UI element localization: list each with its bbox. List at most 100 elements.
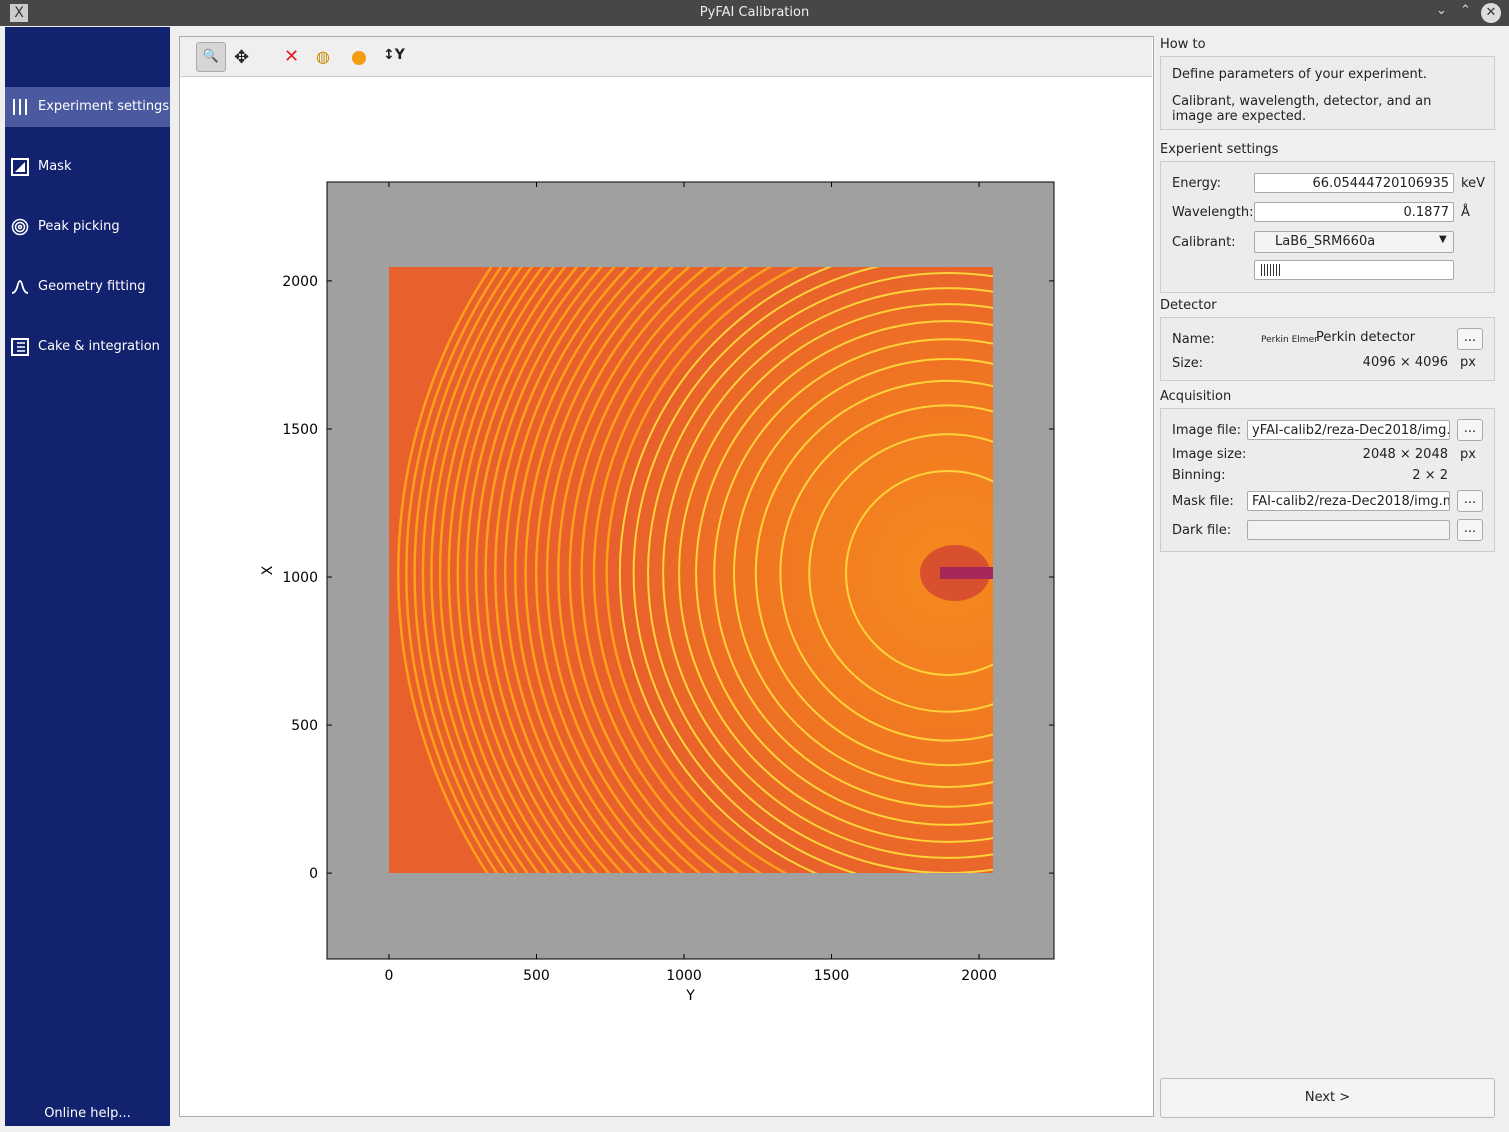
window-title: PyFAI Calibration	[699, 5, 810, 20]
colormap-tool[interactable]: ◍	[316, 47, 330, 66]
ring	[494, 267, 617, 873]
browse-button[interactable]: ...	[1457, 328, 1483, 350]
x-tick-label: 500	[523, 968, 550, 984]
nav-label: Mask	[38, 159, 72, 174]
x-tick-label: 2000	[961, 968, 997, 984]
ring	[713, 338, 993, 808]
wavelength-input[interactable]: 0.1877	[1254, 202, 1454, 222]
dropdown-arrow: ▼	[1439, 234, 1447, 245]
y-tick-label: 2000	[282, 274, 318, 290]
ring	[438, 267, 545, 873]
dark-file-input[interactable]	[1247, 520, 1450, 540]
ring	[557, 267, 709, 873]
ring	[580, 267, 749, 873]
minimize-button[interactable]: ⌄	[1436, 3, 1447, 18]
help-link[interactable]: Online help...	[44, 1106, 131, 1121]
ring	[779, 404, 993, 742]
field-label: Wavelength:	[1172, 205, 1254, 220]
toolbar: 🔍 ✥ ✕ ◍ ↕Y	[180, 37, 1152, 77]
sidebar: Experiment settings Mask Peak picking Ge…	[5, 27, 170, 1126]
ring	[845, 470, 993, 676]
ring	[475, 267, 591, 873]
x-tick-label: 1500	[814, 968, 850, 984]
nav-label: Peak picking	[38, 219, 120, 234]
ring	[397, 267, 493, 873]
ring	[662, 287, 993, 859]
pan-tool[interactable]: ✥	[234, 47, 250, 68]
ring	[545, 267, 692, 873]
mask-file-input[interactable]: FAI-calib2/reza-Dec2018/img.msk	[1247, 491, 1450, 511]
field-label: Mask file:	[1172, 494, 1234, 509]
unit: px	[1460, 355, 1476, 370]
ring	[568, 267, 728, 873]
nav-label: Geometry fitting	[38, 279, 146, 294]
ring	[733, 358, 993, 788]
maximize-button[interactable]: ⌃	[1460, 3, 1471, 18]
ring	[647, 272, 993, 873]
group-title: Experient settings	[1160, 142, 1279, 157]
nav-item[interactable]: Peak picking	[5, 207, 170, 247]
browse-button[interactable]: ...	[1457, 419, 1483, 441]
nav-item[interactable]: Geometry fitting	[5, 267, 170, 307]
howto-box: Define parameters of your experiment. Ca…	[1160, 56, 1495, 130]
unit: px	[1460, 447, 1476, 462]
nav-item[interactable]: Experiment settings	[5, 87, 170, 127]
ring	[618, 267, 833, 873]
field-label: Size:	[1172, 356, 1204, 371]
ring	[592, 267, 773, 873]
ring	[405, 267, 503, 873]
image-size: 2048 × 2048	[1362, 447, 1448, 462]
y-tick-label: 500	[291, 718, 318, 734]
nav-label: Cake & integration	[38, 339, 160, 354]
next-button[interactable]: Next >	[1160, 1078, 1495, 1118]
x-axis-label: Y	[685, 988, 695, 1004]
nav-item[interactable]: Mask	[5, 147, 170, 187]
field-label: Energy:	[1172, 176, 1221, 191]
nav-item[interactable]: Cake & integration	[5, 327, 170, 367]
ring	[524, 267, 659, 873]
field-label: Binning:	[1172, 468, 1226, 483]
y-tick-label: 0	[309, 866, 318, 882]
ring	[430, 267, 534, 873]
y-axis-label: X	[260, 565, 276, 575]
ring	[484, 267, 604, 873]
unit: Å	[1461, 205, 1470, 220]
x-tick-label: 1000	[666, 968, 702, 984]
binning: 2 × 2	[1412, 468, 1448, 483]
calibrant-select[interactable]: LaB6_SRM660a	[1254, 231, 1454, 253]
app-icon: X	[10, 4, 28, 22]
ring	[465, 267, 579, 873]
ring	[678, 303, 993, 843]
browse-button[interactable]: ...	[1457, 490, 1483, 512]
image-file-input[interactable]: yFAI-calib2/reza-Dec2018/img.tiff	[1247, 420, 1450, 440]
title-bar: X PyFAI Calibration ✕ ⌄ ⌃	[0, 0, 1509, 26]
group-title: Detector	[1160, 298, 1217, 313]
ring	[421, 267, 523, 873]
x-tick-label: 0	[384, 968, 393, 984]
detector-image	[389, 267, 993, 873]
ring	[695, 320, 993, 826]
close-button[interactable]: ✕	[1481, 3, 1501, 23]
howto-text: Define parameters of your experiment.	[1172, 67, 1427, 82]
field-label: Dark file:	[1172, 523, 1232, 538]
detector-box: Name: Perkin Elmer Perkin detector ... S…	[1160, 317, 1495, 381]
zoom-tool[interactable]: 🔍	[196, 42, 226, 72]
group-title: How to	[1160, 37, 1206, 52]
plot: 0 500 1000 1500 2000 0 500 1000 1500 2000 Y X	[260, 181, 1055, 1004]
browse-button[interactable]: ...	[1457, 519, 1483, 541]
ring	[808, 433, 993, 713]
field-label: Image size:	[1172, 447, 1247, 462]
y-tick-label: 1000	[282, 570, 318, 586]
detector-name: Perkin detector	[1316, 330, 1416, 345]
howto-text: Calibrant, wavelength, detector, and an …	[1172, 94, 1432, 124]
reset-zoom[interactable]: ✕	[284, 46, 300, 67]
energy-input[interactable]: 66.05444720106935	[1254, 173, 1454, 193]
ring	[754, 379, 993, 767]
unit: keV	[1461, 176, 1485, 191]
ring	[514, 267, 644, 873]
axis-tool[interactable]: ↕Y	[383, 47, 405, 63]
ring	[456, 267, 567, 873]
ring	[632, 267, 881, 873]
marker-tool[interactable]	[352, 51, 366, 65]
